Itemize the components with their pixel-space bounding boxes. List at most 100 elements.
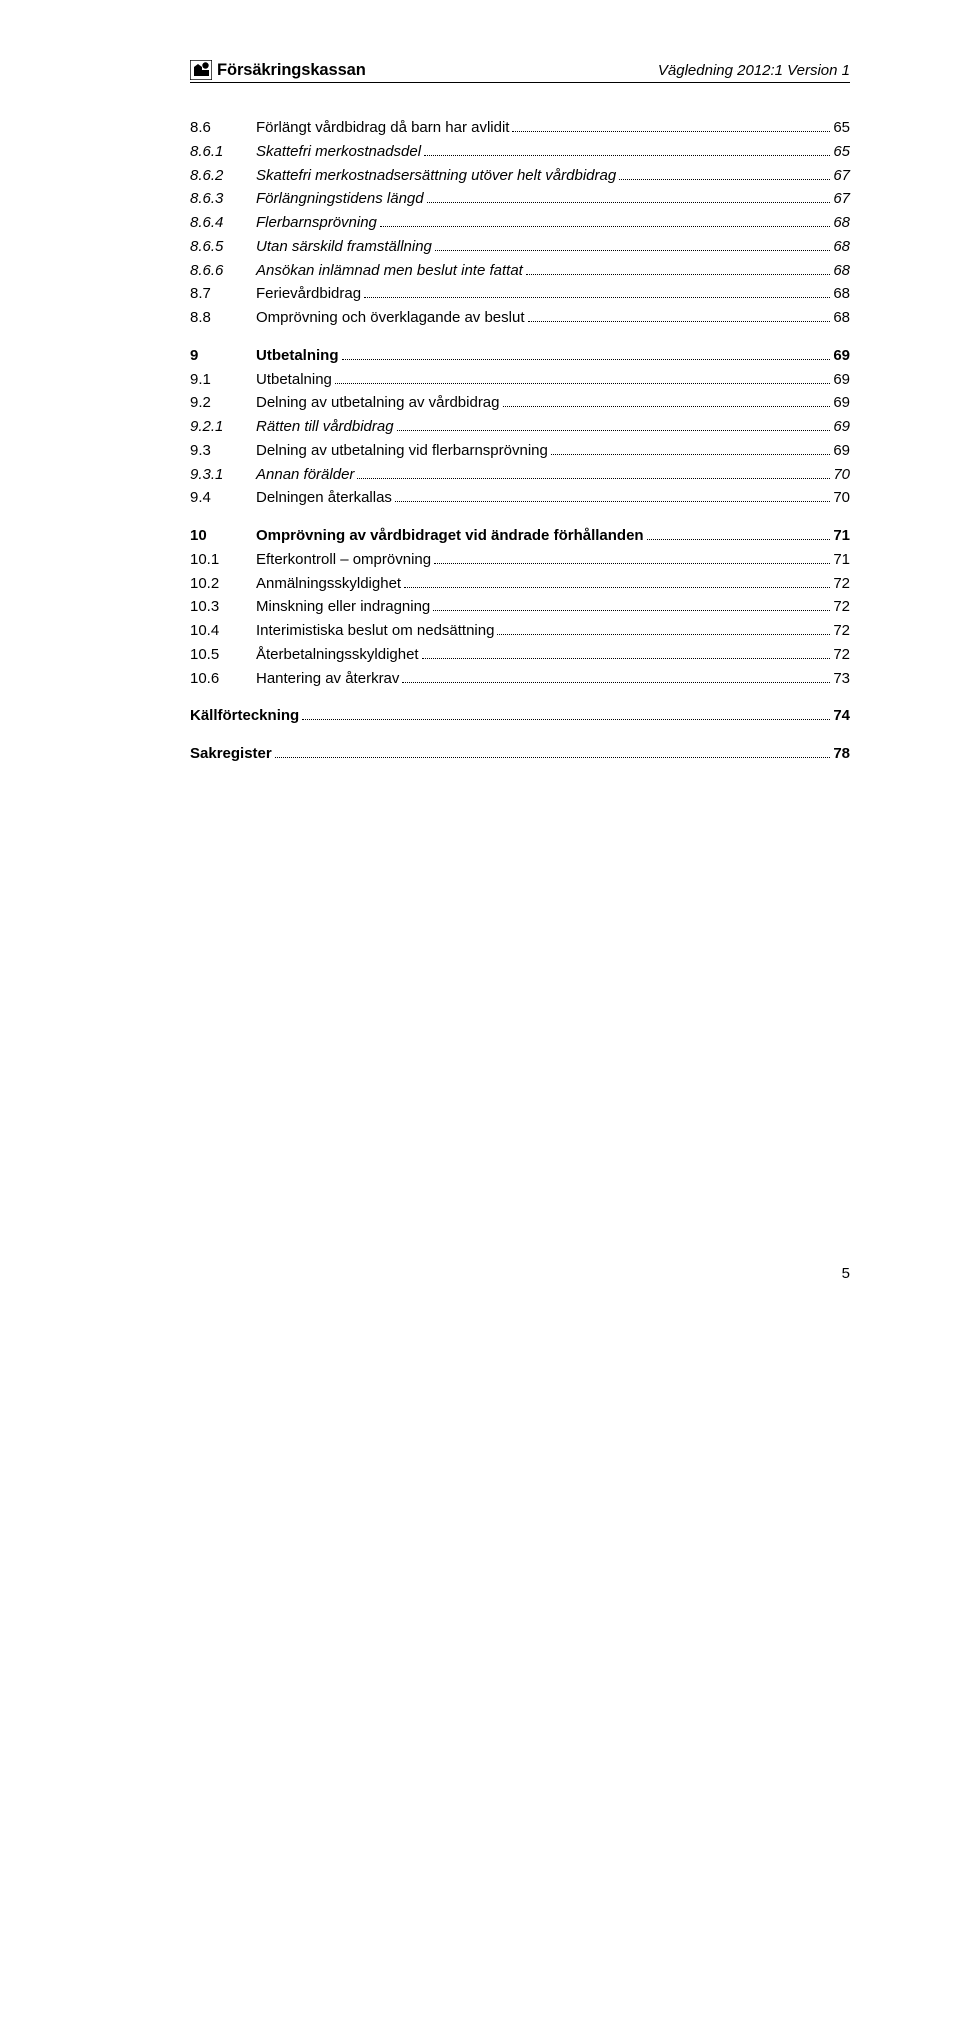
toc-row: 10.2Anmälningsskyldighet72 <box>190 573 850 595</box>
toc-number: 10 <box>190 525 256 547</box>
toc-leader-dots <box>433 598 830 611</box>
toc-page: 69 <box>833 345 850 367</box>
toc-page: 68 <box>833 307 850 329</box>
toc-page: 72 <box>833 620 850 642</box>
toc-page: 78 <box>833 743 850 765</box>
toc-number: 8.7 <box>190 283 256 305</box>
toc-number: 9 <box>190 345 256 367</box>
toc-leader-dots <box>395 489 830 502</box>
toc-row: 10.6Hantering av återkrav73 <box>190 668 850 690</box>
toc-gap <box>190 511 850 525</box>
toc-label: Utbetalning <box>256 345 339 367</box>
toc-page: 74 <box>833 705 850 727</box>
toc-page: 69 <box>833 440 850 462</box>
toc-row: 8.6.1Skattefri merkostnadsdel65 <box>190 141 850 163</box>
toc-row: 9.3Delning av utbetalning vid flerbarnsp… <box>190 440 850 462</box>
toc-leader-dots <box>397 418 831 431</box>
toc-leader-dots <box>302 707 830 720</box>
toc-row: 10.5Återbetalningsskyldighet72 <box>190 644 850 666</box>
toc-leader-dots <box>434 551 830 564</box>
toc-leader-dots <box>512 119 830 132</box>
toc-label: Flerbarnsprövning <box>256 212 377 234</box>
toc-number: 9.2 <box>190 392 256 414</box>
brand-block: Försäkringskassan <box>190 60 366 80</box>
toc-row: Sakregister 78 <box>190 743 850 765</box>
toc-row: 8.6Förlängt vårdbidrag då barn har avlid… <box>190 117 850 139</box>
toc-label: Skattefri merkostnadsersättning utöver h… <box>256 165 616 187</box>
toc-number: 10.3 <box>190 596 256 618</box>
toc-label: Utan särskild framställning <box>256 236 432 258</box>
toc-number: 9.2.1 <box>190 416 256 438</box>
toc-number: 10.4 <box>190 620 256 642</box>
toc-row: 10.1Efterkontroll – omprövning71 <box>190 549 850 571</box>
toc-gap <box>190 331 850 345</box>
toc-row: 9.4Delningen återkallas 70 <box>190 487 850 509</box>
toc-page: 73 <box>833 668 850 690</box>
toc-row: 9.1Utbetalning69 <box>190 369 850 391</box>
toc-leader-dots <box>424 143 830 156</box>
toc-label: Rätten till vårdbidrag <box>256 416 394 438</box>
toc-label: Återbetalningsskyldighet <box>256 644 419 666</box>
toc-label: Omprövning och överklagande av beslut <box>256 307 525 329</box>
table-of-contents: 8.6Förlängt vårdbidrag då barn har avlid… <box>190 117 850 765</box>
toc-number: 8.6.4 <box>190 212 256 234</box>
toc-number: 9.4 <box>190 487 256 509</box>
toc-leader-dots <box>380 214 830 227</box>
toc-page: 67 <box>833 165 850 187</box>
toc-leader-dots <box>528 309 831 322</box>
toc-row: 8.6.4Flerbarnsprövning68 <box>190 212 850 234</box>
toc-row: Källförteckning 74 <box>190 705 850 727</box>
toc-number: 8.6.6 <box>190 260 256 282</box>
toc-row: 9Utbetalning 69 <box>190 345 850 367</box>
toc-label: Minskning eller indragning <box>256 596 430 618</box>
toc-number: 10.5 <box>190 644 256 666</box>
brand-name: Försäkringskassan <box>217 61 366 80</box>
toc-page: 68 <box>833 260 850 282</box>
toc-label: Delning av utbetalning vid flerbarnspröv… <box>256 440 548 462</box>
toc-number: 8.6.1 <box>190 141 256 163</box>
toc-label: Förlängt vårdbidrag då barn har avlidit <box>256 117 509 139</box>
page-header: Försäkringskassan Vägledning 2012:1 Vers… <box>190 60 850 83</box>
toc-number: 10.2 <box>190 573 256 595</box>
toc-number: 8.6.2 <box>190 165 256 187</box>
toc-gap <box>190 691 850 705</box>
toc-leader-dots <box>435 238 830 251</box>
toc-leader-dots <box>364 285 830 298</box>
toc-label: Delningen återkallas <box>256 487 392 509</box>
toc-row: 8.6.6Ansökan inlämnad men beslut inte fa… <box>190 260 850 282</box>
toc-page: 69 <box>833 392 850 414</box>
toc-leader-dots <box>427 190 831 203</box>
toc-leader-dots <box>647 527 831 540</box>
toc-page: 71 <box>833 549 850 571</box>
toc-row: 9.3.1Annan förälder70 <box>190 464 850 486</box>
toc-label: Omprövning av vårdbidraget vid ändrade f… <box>256 525 644 547</box>
toc-label: Delning av utbetalning av vårdbidrag <box>256 392 500 414</box>
toc-page: 69 <box>833 416 850 438</box>
toc-number: 10.6 <box>190 668 256 690</box>
toc-label: Anmälningsskyldighet <box>256 573 401 595</box>
toc-leader-dots <box>503 394 831 407</box>
toc-row: 10Omprövning av vårdbidraget vid ändrade… <box>190 525 850 547</box>
toc-leader-dots <box>404 575 830 588</box>
toc-leader-dots <box>619 167 830 180</box>
toc-page: 70 <box>833 487 850 509</box>
toc-page: 67 <box>833 188 850 210</box>
toc-label: Efterkontroll – omprövning <box>256 549 431 571</box>
toc-page: 69 <box>833 369 850 391</box>
toc-row: 9.2.1Rätten till vårdbidrag 69 <box>190 416 850 438</box>
toc-leader-dots <box>497 622 830 635</box>
toc-gap <box>190 729 850 743</box>
toc-row: 10.4Interimistiska beslut om nedsättning… <box>190 620 850 642</box>
toc-number: 9.3.1 <box>190 464 256 486</box>
page-number: 5 <box>190 1265 850 1282</box>
toc-row: 8.8Omprövning och överklagande av beslut… <box>190 307 850 329</box>
toc-page: 72 <box>833 596 850 618</box>
toc-label: Förlängningstidens längd <box>256 188 424 210</box>
toc-label: Sakregister <box>190 743 272 765</box>
toc-leader-dots <box>335 371 830 384</box>
brand-logo-icon <box>190 60 212 80</box>
toc-label: Ansökan inlämnad men beslut inte fattat <box>256 260 523 282</box>
toc-page: 70 <box>833 464 850 486</box>
toc-row: 9.2Delning av utbetalning av vårdbidrag 6… <box>190 392 850 414</box>
toc-label: Källförteckning <box>190 705 299 727</box>
